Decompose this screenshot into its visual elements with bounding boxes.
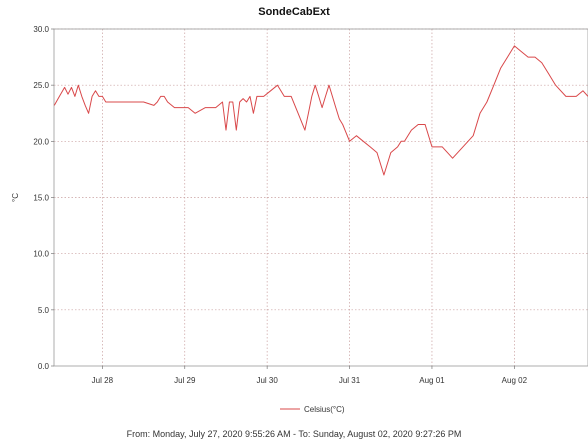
x-tick-label: Jul 30: [256, 376, 278, 385]
x-tick-label: Jul 28: [92, 376, 114, 385]
legend-label-celsius: Celsius(°C): [304, 405, 345, 414]
x-axis: Jul 28 Jul 29 Jul 30 Jul 31 Aug 01 Aug 02: [92, 366, 528, 385]
series-line-celsius: [53, 45, 588, 176]
y-axis-label: °C: [11, 193, 20, 202]
chart-title: SondeCabExt: [258, 6, 330, 18]
line-chart: SondeCabExt 0.0 5.0 10.0 15.0 20.0 25.0 30.0 J…: [11, 6, 588, 414]
x-tick-label: Jul 29: [174, 376, 196, 385]
x-tick-label: Aug 01: [419, 376, 445, 385]
y-tick-label: 25.0: [33, 81, 49, 90]
x-tick-label: Jul 31: [339, 376, 361, 385]
y-tick-label: 15.0: [33, 194, 49, 203]
y-axis: 0.0 5.0 10.0 15.0 20.0 25.0 30.0: [33, 25, 54, 371]
y-tick-label: 5.0: [38, 306, 50, 315]
grid-lines: [54, 28, 588, 366]
x-tick-label: Aug 02: [502, 376, 528, 385]
y-tick-label: 30.0: [33, 25, 49, 34]
y-tick-label: 10.0: [33, 250, 49, 259]
y-tick-label: 0.0: [38, 362, 50, 371]
y-tick-label: 20.0: [33, 137, 49, 146]
legend[interactable]: Celsius(°C): [280, 405, 345, 414]
date-range-footer: From: Monday, July 27, 2020 9:55:26 AM -…: [126, 429, 462, 439]
